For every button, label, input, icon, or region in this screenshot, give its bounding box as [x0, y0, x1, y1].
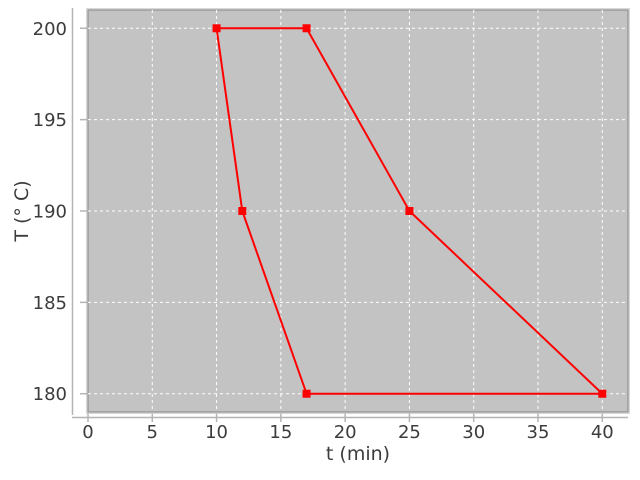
x-tick-label: 10: [205, 422, 228, 443]
y-tick-label: 195: [33, 110, 67, 131]
x-tick-label: 15: [269, 422, 292, 443]
data-point-marker: [238, 207, 247, 215]
x-tick-label: 30: [462, 422, 485, 443]
y-tick-label: 200: [33, 19, 67, 40]
x-tick-label: 20: [334, 422, 357, 443]
data-point-marker: [302, 24, 311, 33]
data-point-marker: [405, 207, 414, 215]
data-point-marker: [302, 389, 311, 398]
x-axis-label: t (min): [325, 443, 391, 465]
x-tick-label: 0: [82, 422, 93, 443]
data-point-marker: [212, 24, 221, 33]
data-point-marker: [598, 389, 607, 398]
y-axis-label: T (° C): [11, 180, 33, 242]
x-tick-label: 35: [527, 422, 550, 443]
y-tick-label: 185: [33, 293, 67, 314]
x-tick-label: 40: [591, 422, 614, 443]
x-tick-label: 25: [398, 422, 421, 443]
y-tick-label: 180: [33, 384, 67, 405]
y-tick-label: 190: [33, 202, 67, 223]
x-tick-label: 5: [147, 422, 158, 443]
